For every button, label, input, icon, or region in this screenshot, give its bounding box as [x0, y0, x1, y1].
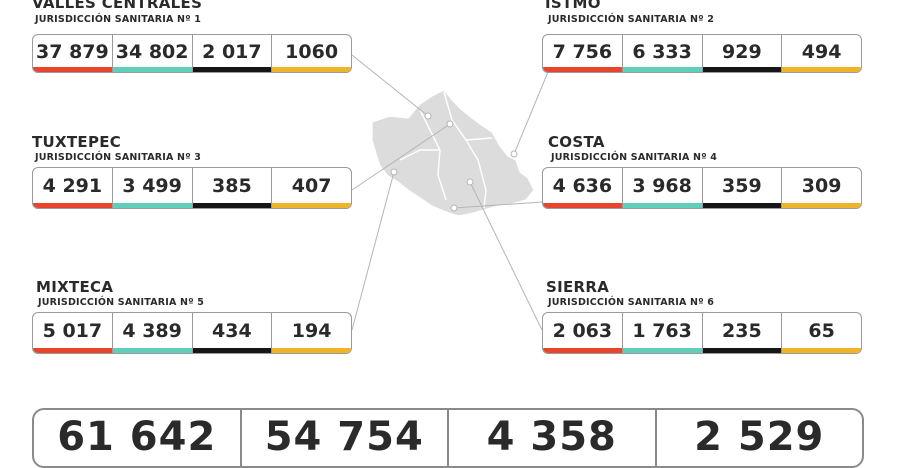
- stat-deaths: 235: [702, 313, 783, 353]
- stat-active: 407: [272, 168, 351, 208]
- totals-box: 61 642 54 754 4 358 2 529: [32, 408, 864, 468]
- region-name: COSTA: [548, 133, 605, 151]
- stat-confirmed: 5 017: [33, 313, 113, 353]
- stat-deaths: 434: [192, 313, 273, 353]
- region-stats: 37 879 34 802 2 017 1060: [32, 34, 352, 73]
- total-confirmed: 61 642: [34, 410, 242, 466]
- total-deaths: 4 358: [449, 410, 657, 466]
- region-stats: 7 756 6 333 929 494: [542, 34, 862, 73]
- region-subtitle: JURISDICCIÓN SANITARIA Nº 6: [548, 297, 715, 308]
- stat-recovered: 3 499: [112, 168, 193, 208]
- stat-active: 309: [782, 168, 861, 208]
- region-name: ISTMO: [545, 0, 601, 12]
- region-subtitle: JURISDICCIÓN SANITARIA Nº 3: [35, 152, 202, 163]
- stat-recovered: 1 763: [622, 313, 703, 353]
- region-stats: 5 017 4 389 434 194: [32, 312, 352, 354]
- stat-active: 494: [782, 35, 861, 72]
- stat-deaths: 385: [192, 168, 273, 208]
- stat-recovered: 4 389: [112, 313, 193, 353]
- oaxaca-map: [351, 54, 549, 331]
- stat-recovered: 34 802: [112, 35, 193, 72]
- stat-confirmed: 4 636: [543, 168, 623, 208]
- stat-deaths: 359: [702, 168, 783, 208]
- stat-active: 1060: [272, 35, 351, 72]
- region-name: TUXTEPEC: [32, 133, 122, 151]
- stat-deaths: 2 017: [192, 35, 273, 72]
- stat-deaths: 929: [702, 35, 783, 72]
- region-stats: 2 063 1 763 235 65: [542, 312, 862, 354]
- region-name: MIXTECA: [36, 278, 114, 296]
- stat-active: 65: [782, 313, 861, 353]
- region-name: VALLES CENTRALES: [32, 0, 203, 12]
- region-subtitle: JURISDICCIÓN SANITARIA Nº 4: [551, 152, 718, 163]
- region-subtitle: JURISDICCIÓN SANITARIA Nº 5: [38, 297, 205, 308]
- region-subtitle: JURISDICCIÓN SANITARIA Nº 2: [548, 14, 715, 25]
- stat-confirmed: 37 879: [33, 35, 113, 72]
- region-subtitle: JURISDICCIÓN SANITARIA Nº 1: [35, 14, 202, 25]
- region-stats: 4 291 3 499 385 407: [32, 167, 352, 209]
- stat-confirmed: 2 063: [543, 313, 623, 353]
- stat-active: 194: [272, 313, 351, 353]
- total-recovered: 54 754: [242, 410, 449, 466]
- stat-confirmed: 4 291: [33, 168, 113, 208]
- map-shape: [371, 89, 535, 217]
- stat-recovered: 6 333: [622, 35, 703, 72]
- region-name: SIERRA: [546, 278, 610, 296]
- region-stats: 4 636 3 968 359 309: [542, 167, 862, 209]
- stat-recovered: 3 968: [622, 168, 703, 208]
- stat-confirmed: 7 756: [543, 35, 623, 72]
- total-active: 2 529: [694, 414, 825, 460]
